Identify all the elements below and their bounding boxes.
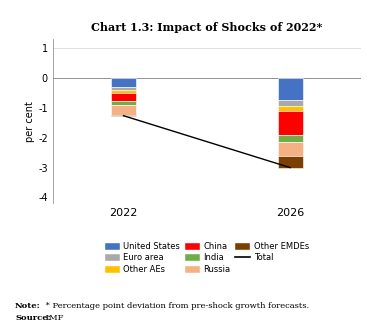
Legend: United States, Euro area, Other AEs, China, India, Russia, Other EMDEs, Total, : United States, Euro area, Other AEs, Chi… <box>103 240 311 276</box>
Bar <box>277 106 303 111</box>
Bar <box>277 78 303 100</box>
Bar <box>111 78 136 87</box>
Text: Note:: Note: <box>15 302 41 310</box>
Bar <box>111 115 136 116</box>
Text: IMF: IMF <box>43 314 64 322</box>
Bar <box>277 100 303 106</box>
Bar <box>111 90 136 93</box>
Text: * Percentage point deviation from pre-shock growth forecasts.: * Percentage point deviation from pre-sh… <box>43 302 309 310</box>
Bar <box>111 93 136 101</box>
Bar <box>111 87 136 90</box>
Bar <box>277 111 303 135</box>
Bar <box>277 135 303 142</box>
Bar <box>277 156 303 168</box>
Bar <box>277 142 303 156</box>
Title: Chart 1.3: Impact of Shocks of 2022*: Chart 1.3: Impact of Shocks of 2022* <box>91 22 323 33</box>
Y-axis label: per cent: per cent <box>25 101 35 142</box>
Bar <box>111 101 136 105</box>
Text: Source:: Source: <box>15 314 51 322</box>
Bar <box>111 105 136 115</box>
